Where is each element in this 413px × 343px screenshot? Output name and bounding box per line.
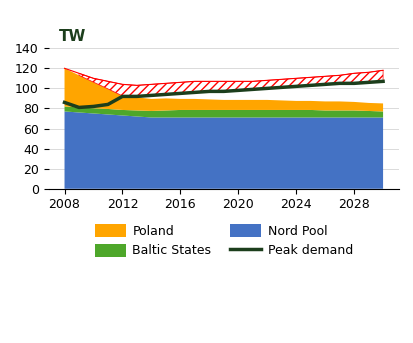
Legend: Poland, Baltic States, Nord Pool, Peak demand: Poland, Baltic States, Nord Pool, Peak d… [90, 219, 357, 262]
Text: TW: TW [59, 29, 86, 44]
